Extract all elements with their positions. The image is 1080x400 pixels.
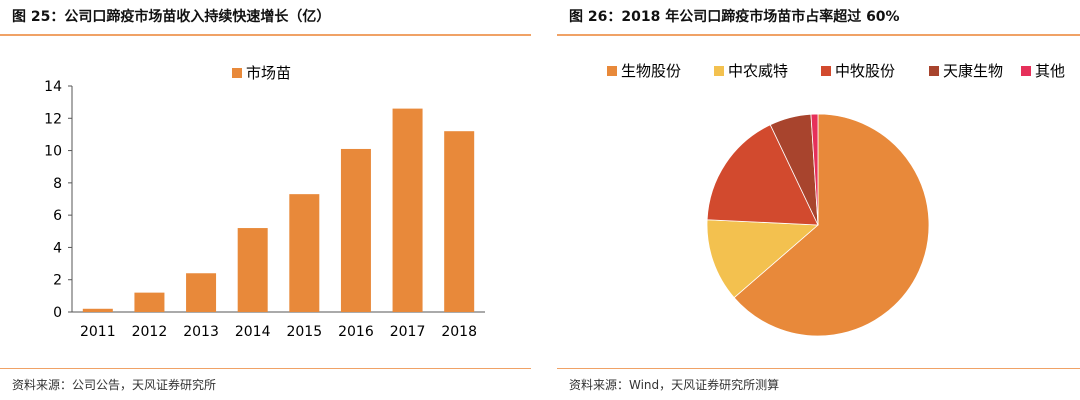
figure-25-top-rule [0,34,531,36]
legend-swatch-市场苗 [232,68,242,78]
bar-2012 [134,292,165,312]
figure-26-source: 资料来源：Wind，天风证券研究所测算 [569,378,780,392]
figure-25-source: 资料来源：公司公告，天风证券研究所 [12,378,217,392]
legend-label: 中农威特 [728,62,788,80]
y-tick-label: 10 [44,144,62,160]
y-tick-label: 0 [53,305,62,321]
figure-25-bottom-rule [0,368,531,369]
x-tick-label: 2015 [286,324,322,340]
legend-label: 天康生物 [943,62,1003,80]
x-tick-label: 2013 [183,324,219,340]
y-tick-label: 12 [44,111,62,127]
bar-2018 [444,131,475,312]
x-tick-label: 2017 [390,324,426,340]
figure-26-top-rule [557,34,1080,36]
figure-25-title: 图 25：公司口蹄疫市场苗收入持续快速增长（亿） [12,9,331,25]
pie-slice-中牧股份 [706,124,819,226]
legend-swatch-中农威特 [714,66,724,76]
legend-label: 市场苗 [246,64,291,82]
bar-2016 [340,148,371,312]
figure-26-title: 图 26：2018 年公司口蹄疫市场苗市占率超过 60% [569,9,900,25]
legend-label: 生物股份 [621,62,681,80]
x-tick-label: 2016 [338,324,374,340]
y-tick-label: 6 [53,208,62,224]
legend-swatch-其他 [1021,66,1031,76]
x-tick-label: 2018 [441,324,477,340]
figure-25-panel: 图 25：公司口蹄疫市场苗收入持续快速增长（亿） 0 2 4 6 8 10 12 14 2011… [0,0,531,400]
bar-2017 [392,108,423,312]
pie-slice-其他 [810,113,819,226]
y-tick-label: 14 [44,79,62,95]
pie-chart: 生物股份 中农威特 中牧股份 天康生物 其他 [607,62,1065,337]
y-tick-label: 4 [53,240,62,256]
pie-slice-生物股份 [733,113,930,337]
bar-2013 [186,273,217,312]
legend-label: 中牧股份 [835,62,895,80]
figure-26-panel: 图 26：2018 年公司口蹄疫市场苗市占率超过 60% 生物股份 中农威特 中牧股… [557,0,1080,400]
bar-chart: 0 2 4 6 8 10 12 14 2011 2012 2013 2014 2015 2016 2017 2… [44,64,485,340]
y-tick-label: 8 [53,176,62,192]
legend-label: 其他 [1035,62,1065,80]
legend-swatch-天康生物 [929,66,939,76]
y-tick-label: 2 [53,273,62,289]
figure-26-bottom-rule [557,368,1080,369]
bar-2011 [82,308,113,312]
bar-2015 [289,194,320,312]
x-tick-label: 2012 [132,324,168,340]
bar-2014 [237,228,268,312]
x-tick-label: 2011 [80,324,116,340]
x-tick-label: 2014 [235,324,271,340]
pie-slice-中农威特 [706,219,820,299]
legend-swatch-中牧股份 [821,66,831,76]
legend-swatch-生物股份 [607,66,617,76]
